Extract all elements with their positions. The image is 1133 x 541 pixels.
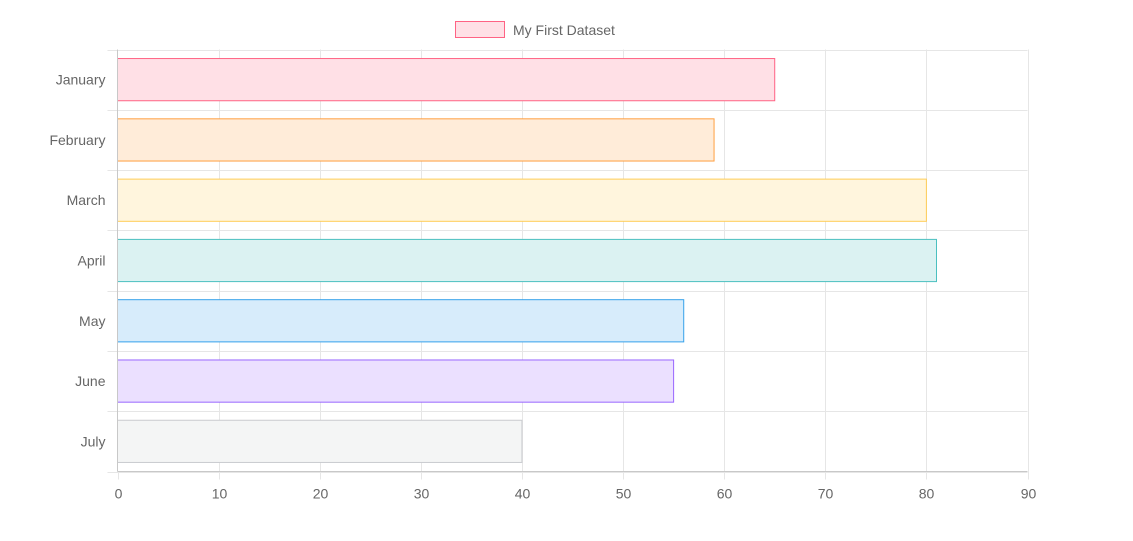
y-category-label: January (56, 72, 106, 88)
bar-february[interactable] (117, 118, 715, 162)
y-category-label: July (81, 433, 106, 449)
bar-march[interactable] (117, 178, 927, 222)
x-tick-label: 0 (115, 486, 123, 502)
x-tick-label: 80 (919, 486, 935, 502)
y-category-label: March (67, 192, 106, 208)
y-axis-labels: January February March April May June July (49, 72, 105, 450)
y-category-label: June (75, 373, 106, 389)
y-category-label: April (77, 253, 105, 269)
bars (117, 58, 937, 463)
x-tick-label: 40 (515, 486, 531, 502)
x-tick-label: 60 (717, 486, 733, 502)
legend-swatch[interactable] (455, 21, 505, 38)
bar-april[interactable] (117, 238, 937, 283)
x-axis-labels: 0 10 20 30 40 50 60 70 80 90 (115, 486, 1037, 502)
grid-lines (117, 49, 1029, 473)
x-tick-label: 70 (818, 486, 834, 502)
bar-may[interactable] (117, 299, 685, 343)
x-tick-label: 10 (212, 486, 228, 502)
legend[interactable]: My First Dataset (455, 21, 616, 39)
bar-june[interactable] (117, 359, 675, 403)
x-tick-label: 50 (616, 486, 632, 502)
y-category-label: February (49, 132, 105, 148)
x-tick-label: 90 (1021, 486, 1037, 502)
x-tick-label: 20 (313, 486, 329, 502)
y-category-label: May (79, 313, 105, 329)
x-tick-label: 30 (414, 486, 430, 502)
bar-january[interactable] (117, 58, 776, 102)
axes (107, 49, 1029, 480)
legend-label[interactable]: My First Dataset (513, 22, 615, 38)
bar-july[interactable] (117, 419, 523, 463)
